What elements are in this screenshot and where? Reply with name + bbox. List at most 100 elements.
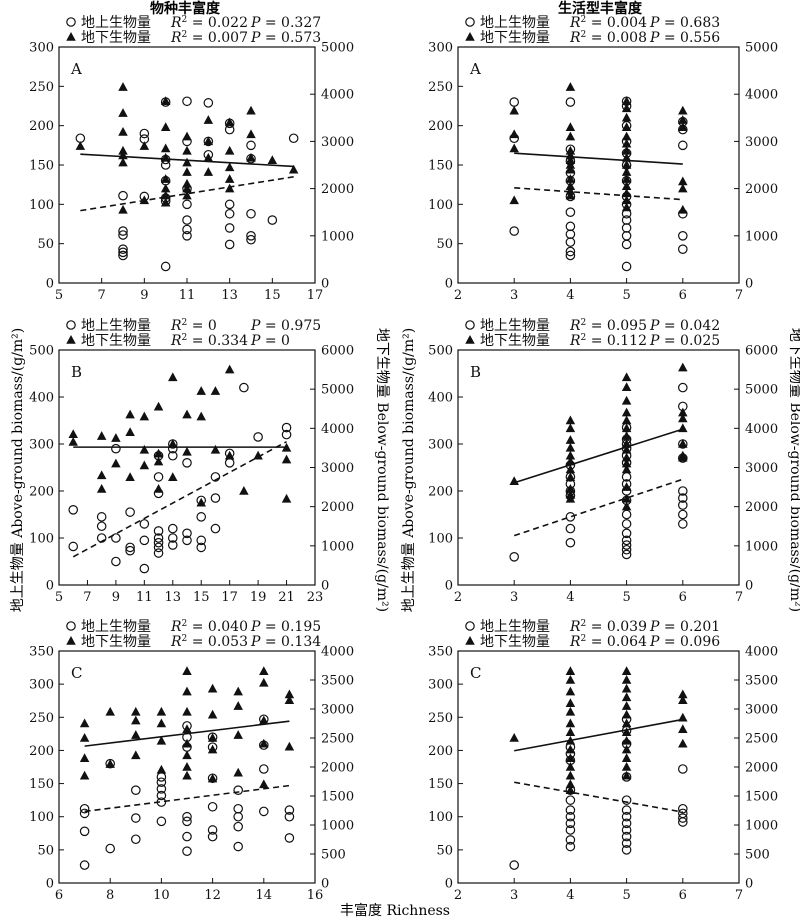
data-point-below [182, 770, 192, 780]
panel-letter: B [71, 363, 82, 381]
y-right-tick-label: 2000 [745, 761, 778, 776]
data-point-below [565, 735, 576, 745]
data-point-above [182, 96, 192, 107]
legend-triangle-marker [465, 636, 475, 645]
data-point-below [565, 450, 576, 460]
data-point-below [246, 152, 256, 162]
data-point-below [678, 452, 688, 462]
y-right-tick-label: 5000 [745, 41, 778, 56]
data-point-below [224, 450, 235, 460]
data-point-above [182, 231, 192, 241]
legend-r2-above: R2 = 0.022 [170, 15, 248, 31]
data-point-above [565, 512, 576, 522]
data-point-below [678, 738, 688, 748]
data-point-above [160, 160, 171, 170]
data-point-above [246, 231, 256, 241]
y-right-tick-label: 2000 [745, 182, 778, 197]
data-point-above [156, 777, 167, 788]
x-tick-label: 16 [307, 888, 324, 903]
legend-r2-above: R2 = 0.040 [170, 619, 248, 635]
data-point-above [621, 231, 632, 241]
data-point-above [281, 422, 292, 433]
y-right-tick-label: 2000 [321, 761, 354, 776]
data-point-below [621, 683, 632, 693]
y-right-tick-label: 1000 [745, 229, 778, 244]
data-point-below [196, 386, 206, 395]
data-point-above [224, 223, 235, 233]
data-point-above [196, 512, 207, 522]
data-point-below [160, 197, 171, 207]
data-point-below [621, 666, 632, 676]
data-point-below [160, 96, 171, 106]
data-point-below [284, 689, 295, 699]
data-point-above [153, 526, 164, 536]
x-tick-label: 23 [307, 590, 324, 605]
data-point-below [182, 409, 192, 419]
data-point-below [565, 131, 576, 141]
y-left-tick-label: 0 [445, 277, 453, 292]
data-point-below [565, 472, 576, 482]
x-tick-label: 11 [179, 288, 196, 303]
data-point-below [565, 155, 576, 165]
data-point-above [621, 838, 632, 849]
data-point-above [677, 486, 688, 496]
data-point-above [182, 457, 192, 468]
data-point-above [565, 523, 576, 534]
data-point-above [196, 542, 207, 553]
data-point-below [131, 750, 141, 760]
legend-below-label: 地下生物量 [81, 333, 151, 349]
data-point-below [153, 456, 164, 466]
data-point-below [565, 122, 576, 131]
data-point-above [182, 528, 192, 539]
data-point-below [621, 762, 632, 771]
y-left-tick-label: 50 [37, 237, 54, 252]
data-point-above [621, 544, 632, 555]
data-point-below [160, 122, 171, 131]
legend-r2-above: R2 = 0 [170, 318, 217, 334]
y-right-tick-label: 3000 [745, 703, 778, 718]
data-point-below [153, 401, 164, 411]
data-point-below [139, 141, 150, 150]
data-point-above [182, 224, 192, 235]
x-tick-label: 17 [307, 288, 324, 303]
data-point-below [207, 744, 218, 754]
data-point-below [224, 364, 235, 374]
data-point-below [678, 695, 688, 705]
y-right-tick-label: 0 [745, 579, 753, 594]
data-point-below [182, 666, 192, 676]
data-point-below [139, 460, 150, 470]
legend-p-below: P = 0.573 [250, 30, 321, 46]
data-point-above [233, 821, 243, 832]
data-point-below [105, 759, 115, 768]
fit-line-above [514, 781, 683, 813]
data-point-below [621, 501, 632, 511]
y-right-tick-label: 6000 [745, 344, 778, 359]
data-point-below [621, 464, 632, 474]
legend-triangle-marker [66, 636, 76, 645]
data-point-below [565, 779, 576, 789]
data-point-below [246, 105, 256, 115]
data-point-above [96, 533, 107, 543]
data-point-below [182, 145, 192, 155]
legend-triangle-marker [465, 335, 475, 344]
legend-p-above: P = 0.195 [250, 619, 321, 635]
panel-1: 5 7 9 11 13 15 1705010015020025030001000200030… [29, 15, 354, 303]
plot-frame [457, 650, 740, 884]
x-tick-label: 5 [622, 590, 630, 605]
y-axis-label-left-col2: 地上生物量 Above-ground biomass/(g/m²) [401, 328, 417, 612]
data-point-below [182, 167, 192, 176]
y-left-tick-label: 0 [445, 579, 453, 594]
column-title-species: 物种丰富度 [150, 0, 221, 17]
panel-3: 5 7 9 11 13 15 17 19 21 2301002003004005000100020… [29, 318, 354, 605]
legend-below-label: 地下生物量 [81, 30, 151, 46]
y-left-tick-label: 350 [29, 645, 54, 660]
data-point-above [621, 845, 632, 855]
data-point-below [621, 415, 632, 425]
data-point-below [203, 136, 214, 146]
x-tick-label: 6 [679, 888, 687, 903]
data-point-above [79, 860, 90, 870]
data-point-below [224, 183, 235, 193]
legend-circle-marker [66, 621, 76, 631]
data-point-above [246, 234, 256, 245]
data-point-below [509, 105, 519, 115]
